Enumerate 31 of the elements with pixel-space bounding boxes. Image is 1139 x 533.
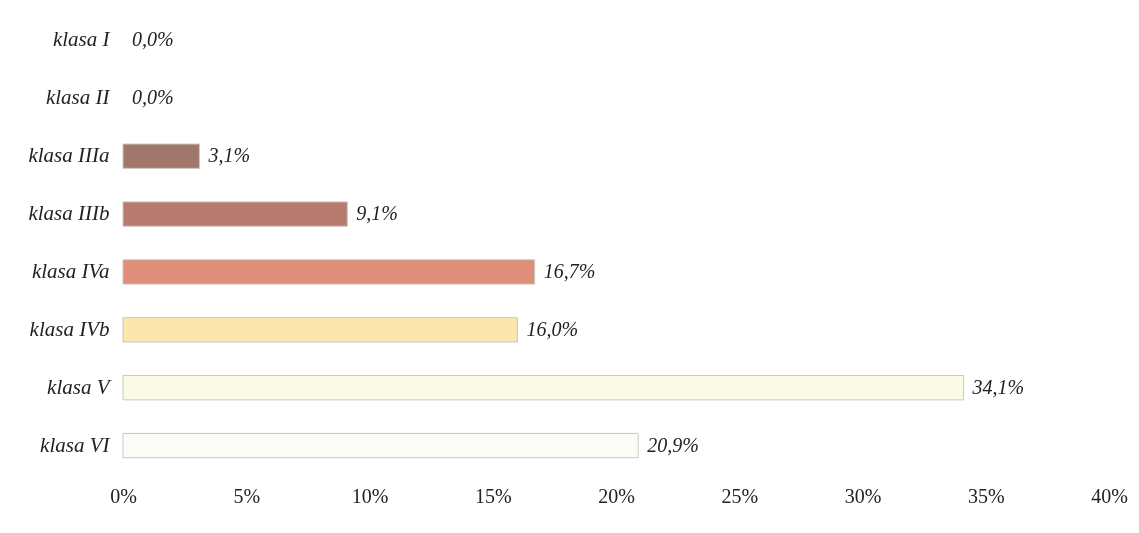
y-tick-label: klasa IVa [31,258,110,283]
data-label: 20,9% [647,433,699,456]
x-tick-label: 35% [967,484,1005,507]
data-label: 34,1% [971,375,1025,398]
data-label: 0,0% [132,86,174,109]
y-tick-label: klasa VI [40,432,111,457]
bar [122,259,536,285]
data-label: 16,0% [526,317,579,340]
bar [122,375,965,401]
x-tick-label: 0% [110,484,137,507]
x-tick-label: 25% [721,484,759,507]
x-tick-label: 20% [598,484,635,507]
x-tick-label: 15% [474,484,512,507]
data-label: 16,7% [543,259,596,282]
data-label: 3,1% [207,144,251,167]
data-label: 0,0% [132,28,174,51]
bar [122,317,518,343]
y-tick-label: klasa IIIa [28,143,110,168]
y-tick-label: klasa II [45,85,111,110]
y-tick-label: klasa IIIb [28,201,110,226]
bar [122,143,200,169]
x-tick-label: 30% [844,484,882,507]
y-tick-label: klasa I [52,27,111,52]
y-tick-label: klasa IVb [29,316,110,341]
bar [122,432,639,459]
bar [122,201,348,227]
x-tick-label: 10% [351,484,389,507]
data-label: 9,1% [356,202,398,225]
x-tick-label: 40% [1091,484,1128,507]
x-tick-label: 5% [233,484,261,507]
y-tick-label: klasa V [47,374,112,399]
